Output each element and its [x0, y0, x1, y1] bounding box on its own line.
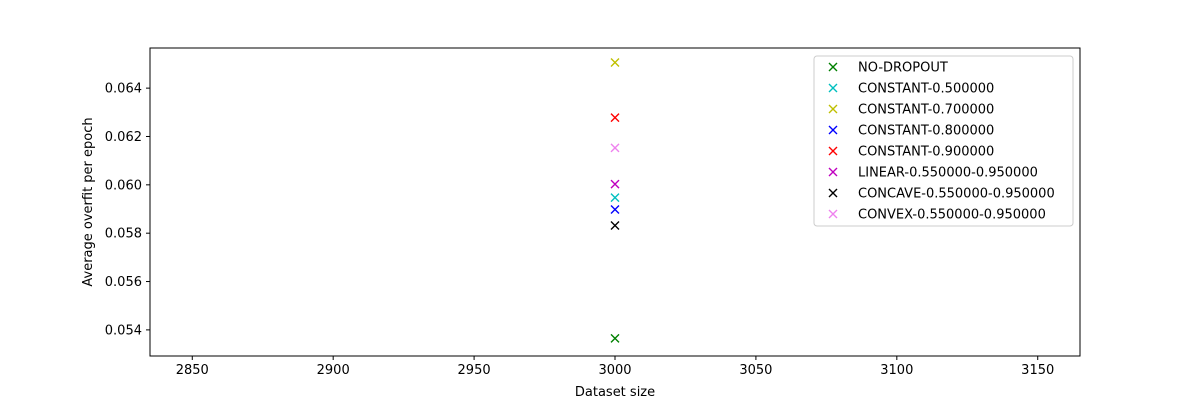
data-point-marker [610, 113, 620, 123]
y-tick-label: 0.064 [105, 82, 142, 97]
legend-box [813, 55, 1074, 227]
x-tick-label: 3150 [1021, 363, 1054, 378]
legend-label: CONVEX-0.550000-0.950000 [858, 208, 1046, 223]
data-point-marker [610, 179, 620, 189]
legend-label: CONCAVE-0.550000-0.950000 [858, 187, 1055, 202]
legend-marker [828, 209, 838, 219]
y-tick-label: 0.056 [105, 275, 142, 290]
legend-label: CONSTANT-0.700000 [858, 103, 994, 118]
legend-label: LINEAR-0.550000-0.950000 [858, 166, 1038, 181]
x-axis-ticks: 2850 2900 2950 3000 3050 3100 3150 [176, 356, 1054, 378]
data-point-marker [610, 143, 620, 153]
x-tick-label: 2950 [458, 363, 491, 378]
data-point-marker [610, 58, 620, 68]
data-points [610, 58, 620, 343]
legend-marker [828, 188, 838, 198]
x-tick-label: 2850 [176, 363, 209, 378]
legend-marker [828, 83, 838, 93]
x-axis-label: Dataset size [575, 385, 655, 400]
legend-marker [828, 167, 838, 177]
legend-label: CONSTANT-0.500000 [858, 82, 994, 97]
legend-marker [828, 62, 838, 72]
x-tick-label: 3000 [598, 363, 631, 378]
y-tick-label: 0.062 [105, 130, 142, 145]
y-axis-label: Average overfit per epoch [81, 117, 96, 286]
legend-label: NO-DROPOUT [858, 61, 948, 76]
x-tick-label: 3050 [739, 363, 772, 378]
data-point-marker [610, 205, 620, 214]
y-tick-label: 0.060 [105, 178, 142, 193]
y-tick-label: 0.058 [105, 227, 142, 242]
legend-marker [828, 146, 838, 156]
legend-marker [828, 104, 838, 114]
legend-marker [828, 125, 838, 135]
y-axis-ticks: 0.054 0.056 0.058 0.060 0.062 0.064 [105, 82, 150, 338]
legend-label: CONSTANT-0.800000 [858, 124, 994, 139]
data-point-marker [610, 193, 620, 203]
data-point-marker [610, 333, 620, 343]
legend: NO-DROPOUT CONSTANT-0.500000 CONSTANT-0.70… [813, 55, 1074, 227]
plot-frame [149, 47, 1081, 357]
y-tick-label: 0.054 [105, 323, 142, 338]
legend-label: CONSTANT-0.900000 [858, 145, 994, 160]
x-tick-label: 2900 [317, 363, 350, 378]
x-tick-label: 3100 [880, 363, 913, 378]
data-point-marker [610, 220, 620, 230]
